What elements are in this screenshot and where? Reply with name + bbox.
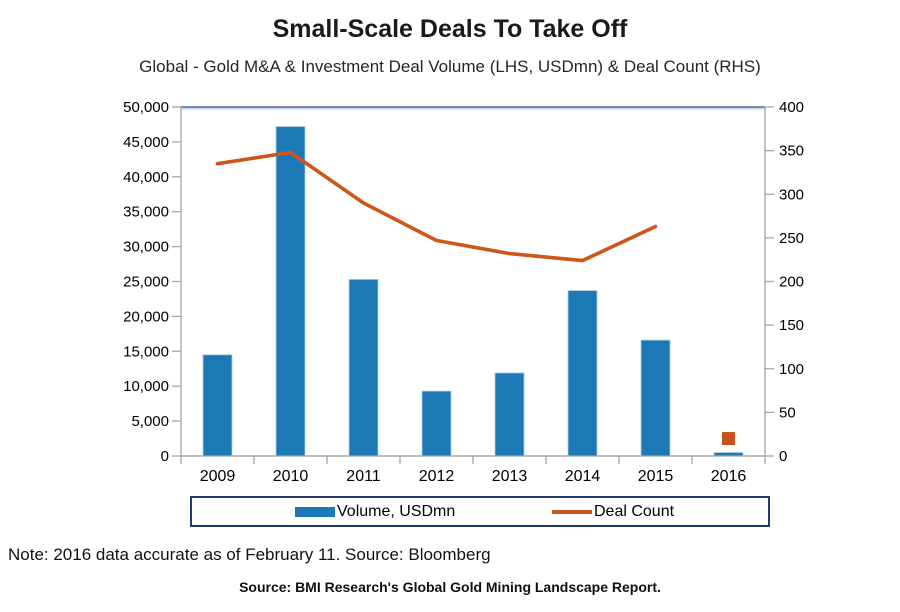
x-axis-category-label: 2011: [346, 468, 381, 485]
bar-2014: [567, 290, 598, 457]
right-axis-tick-label: 350: [779, 143, 804, 160]
deal-count-line: [215, 150, 658, 263]
source-line: Source: BMI Research's Global Gold Minin…: [239, 579, 661, 595]
chart-title: Small-Scale Deals To Take Off: [272, 15, 628, 43]
legend-dealcount-swatch: [552, 509, 592, 514]
bar-2016: [713, 452, 744, 457]
left-axis-tick-label: 5,000: [131, 413, 169, 430]
legend-item-volume: Volume, USDmn: [295, 498, 455, 525]
legend-volume-swatch: [295, 506, 335, 517]
right-axis-tick-label: 200: [779, 274, 804, 291]
x-axis-category-label: 2016: [711, 468, 747, 485]
left-axis-tick-label: 30,000: [123, 239, 169, 256]
x-axis-category-label: 2012: [419, 468, 455, 485]
legend-volume-label: Volume, USDmn: [337, 502, 456, 520]
x-axis-category-label: 2013: [492, 468, 528, 485]
x-axis-category-label: 2009: [200, 468, 236, 485]
bar-2015: [640, 339, 671, 457]
footnote: Note: 2016 data accurate as of February …: [8, 545, 491, 564]
right-axis-tick-label: 300: [779, 186, 804, 203]
x-axis-category-label: 2014: [565, 468, 601, 485]
right-axis-tick-label: 100: [779, 361, 804, 378]
x-axis-category-label: 2015: [638, 468, 674, 485]
legend-box: Volume, USDmn Deal Count: [190, 496, 770, 527]
bar-2013: [494, 372, 525, 457]
chart-subtitle: Global - Gold M&A & Investment Deal Volu…: [139, 57, 761, 76]
bar-2011: [348, 279, 379, 457]
left-axis-tick-label: 50,000: [123, 99, 169, 116]
right-axis-tick-label: 0: [779, 448, 787, 465]
x-axis-category-label: 2010: [273, 468, 309, 485]
right-axis-tick-label: 400: [779, 99, 804, 116]
bar-2010: [275, 126, 306, 457]
left-axis-tick-label: 25,000: [123, 274, 169, 291]
left-axis-tick-label: 45,000: [123, 134, 169, 151]
legend-item-dealcount: Deal Count: [552, 498, 674, 525]
left-axis-tick-label: 10,000: [123, 378, 169, 395]
bar-2009: [202, 354, 233, 457]
left-axis-tick-label: 35,000: [123, 204, 169, 221]
right-axis-tick-label: 250: [779, 230, 804, 247]
right-axis-tick-label: 50: [779, 404, 796, 421]
legend-dealcount-label: Deal Count: [594, 502, 675, 520]
left-axis-tick-label: 40,000: [123, 169, 169, 186]
bar-2012: [421, 390, 452, 457]
left-axis-tick-label: 0: [161, 448, 169, 465]
deal-count-marker-2016: [722, 432, 735, 446]
left-axis-tick-label: 15,000: [123, 343, 169, 360]
right-axis-tick-label: 150: [779, 317, 804, 334]
left-axis-tick-label: 20,000: [123, 308, 169, 325]
